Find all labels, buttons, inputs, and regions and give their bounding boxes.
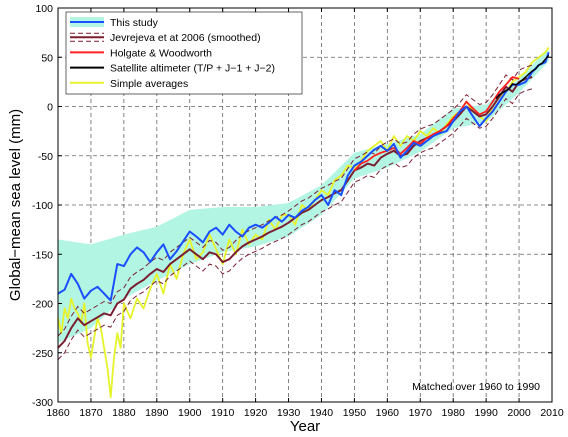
annotation-text: Matched over 1960 to 1990 xyxy=(412,381,540,393)
x-tick-label: 1930 xyxy=(277,407,301,419)
x-axis-label: Year xyxy=(290,418,320,435)
axis-ticks: 1860 1870 1880 1890 1900 1910 1920 1930 1940 1950… xyxy=(32,3,564,419)
y-tick-label: -200 xyxy=(32,299,53,311)
series-line xyxy=(353,76,520,172)
series-error-bound xyxy=(57,88,533,360)
uncertainty-band xyxy=(58,47,549,343)
y-tick-label: -250 xyxy=(32,348,53,360)
y-tick-label: 50 xyxy=(41,52,53,64)
x-tick-label: 1870 xyxy=(79,407,103,419)
legend-label: Satellite altimeter (T/P + J−1 + J−2) xyxy=(110,63,275,75)
x-tick-label: 1940 xyxy=(310,407,334,419)
x-tick-label: 1920 xyxy=(244,407,268,419)
series-lines xyxy=(57,46,550,398)
legend-box xyxy=(65,11,303,95)
y-tick-label: -150 xyxy=(32,249,53,261)
x-tick-label: 1860 xyxy=(46,407,70,419)
x-tick-label: 1890 xyxy=(145,407,169,419)
y-tick-label: -300 xyxy=(32,397,53,409)
x-tick-label: 1880 xyxy=(112,407,136,419)
x-tick-label: 1980 xyxy=(442,407,466,419)
y-tick-label: -100 xyxy=(32,200,53,212)
legend-label: Jevrejeva et at 2006 (smoothed) xyxy=(110,32,261,44)
x-tick-label: 2010 xyxy=(540,407,564,419)
legend-label: Holgate & Woodworth xyxy=(110,47,212,59)
x-tick-label: 1990 xyxy=(474,407,498,419)
y-axis-label: Global−mean sea level (mm) xyxy=(7,109,24,301)
series-error-bound xyxy=(57,64,533,337)
legend-label: This study xyxy=(110,17,159,29)
legend-label: Simple averages xyxy=(110,78,188,90)
series-line xyxy=(495,54,550,100)
x-tick-label: 1970 xyxy=(409,407,433,419)
x-tick-label: 2000 xyxy=(507,407,531,419)
x-tick-label: 1910 xyxy=(211,407,235,419)
series-line xyxy=(57,51,550,302)
x-tick-label: 1900 xyxy=(178,407,202,419)
x-tick-label: 1950 xyxy=(343,407,367,419)
y-tick-label: 100 xyxy=(35,3,53,15)
y-tick-label: -50 xyxy=(38,151,53,163)
x-tick-label: 1960 xyxy=(376,407,400,419)
legend: This study Jevrejeva et at 2006 (smoothed… xyxy=(65,11,303,95)
uncertainty-band-area xyxy=(58,47,549,343)
y-tick-label: 0 xyxy=(47,102,53,114)
